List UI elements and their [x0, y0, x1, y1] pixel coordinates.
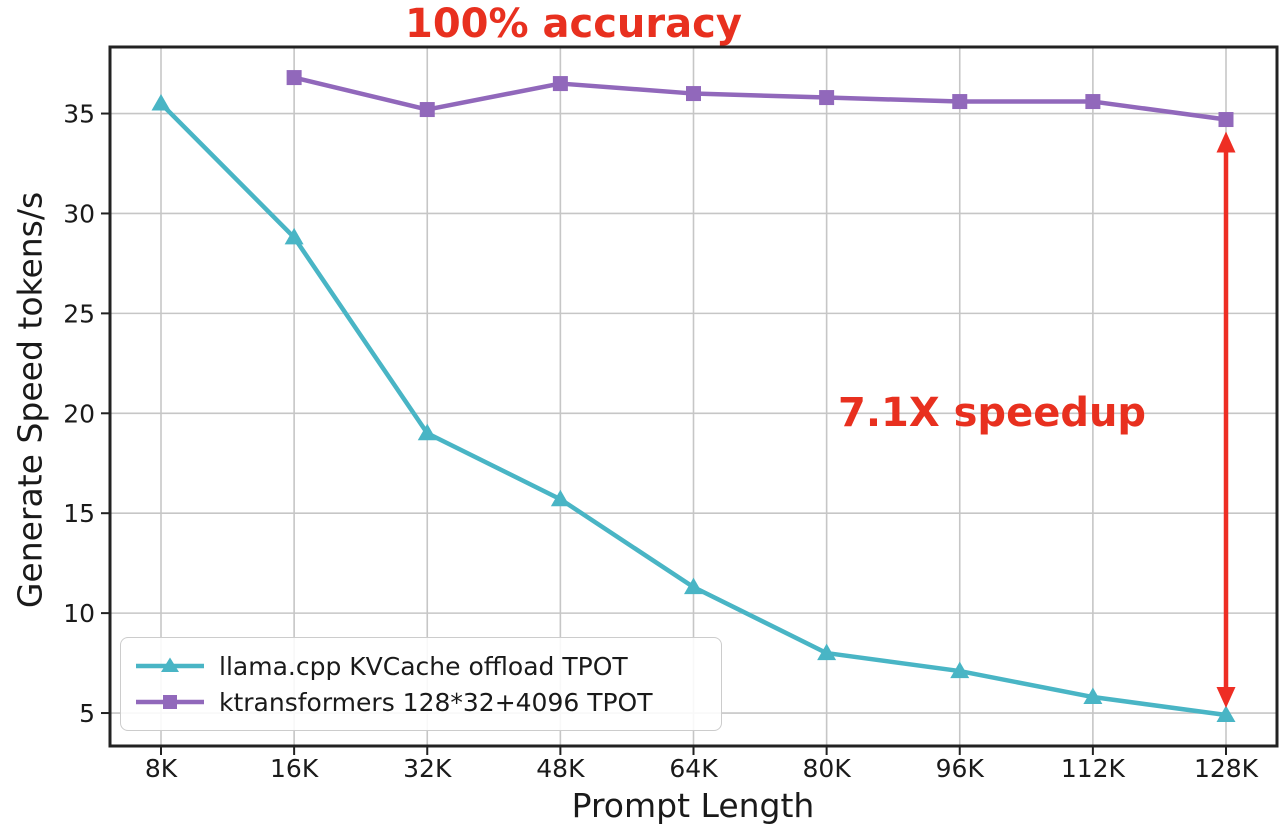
y-tick-label: 5: [79, 699, 95, 728]
data-point-marker: [417, 423, 437, 441]
speedup-arrow-head-down: [1216, 687, 1236, 709]
x-tick-label: 16K: [270, 754, 319, 783]
y-axis-label: Generate Speed tokens/s: [10, 191, 50, 609]
square-marker-icon: [163, 695, 177, 709]
data-point-marker: [1085, 94, 1101, 110]
data-point-marker: [1083, 687, 1103, 705]
legend-item: llama.cpp KVCache offload TPOT: [134, 652, 721, 681]
y-tick-label: 35: [63, 100, 95, 129]
triangle-marker-icon: [161, 657, 179, 672]
y-tick-label: 25: [63, 299, 95, 328]
data-point-marker: [817, 643, 837, 661]
plot-frame: [108, 45, 1279, 748]
legend-swatch-llama-line: [136, 657, 204, 672]
y-tick-label: 10: [63, 599, 95, 628]
legend-item-label: llama.cpp KVCache offload TPOT: [219, 651, 628, 681]
data-point-marker: [151, 94, 171, 111]
legend-item: ktransformers 128*32+4096 TPOT: [134, 688, 721, 717]
data-point-marker: [419, 102, 435, 118]
chart-title-annotation: 100% accuracy: [405, 1, 742, 47]
data-point-marker: [819, 90, 835, 106]
data-point-marker: [1216, 705, 1236, 723]
y-tick-label: 20: [63, 399, 95, 428]
x-tick-label: 8K: [145, 754, 178, 783]
speedup-arrow-head-up: [1216, 131, 1236, 153]
data-point-marker: [552, 76, 568, 92]
data-point-marker: [686, 86, 701, 102]
legend: llama.cpp KVCache offload TPOT ktransfor…: [120, 637, 722, 731]
legend-item-label: ktransformers 128*32+4096 TPOT: [219, 687, 653, 717]
y-tick-label: 15: [63, 499, 95, 528]
speedup-annotation: 7.1X speedup: [838, 390, 1147, 436]
x-tick-label: 80K: [803, 754, 852, 783]
x-tick-label: 96K: [936, 754, 985, 783]
x-tick-label: 64K: [669, 754, 718, 783]
data-point-marker: [550, 489, 570, 507]
y-tick-label: 30: [63, 199, 95, 228]
legend-swatch-ktransformers-line: [136, 695, 204, 709]
data-point-marker: [286, 70, 302, 86]
x-tick-label: 112K: [1061, 754, 1126, 783]
x-tick-label: 32K: [403, 754, 452, 783]
series-line: [291, 75, 1229, 122]
x-tick-label: 48K: [536, 754, 585, 783]
data-point-marker: [684, 577, 703, 595]
x-tick-label: 128K: [1194, 754, 1259, 783]
data-point-marker: [952, 94, 968, 110]
data-point-marker: [950, 661, 970, 679]
data-point-marker: [1218, 112, 1234, 128]
data-point-marker: [284, 227, 304, 245]
x-axis-label: Prompt Length: [571, 786, 815, 825]
